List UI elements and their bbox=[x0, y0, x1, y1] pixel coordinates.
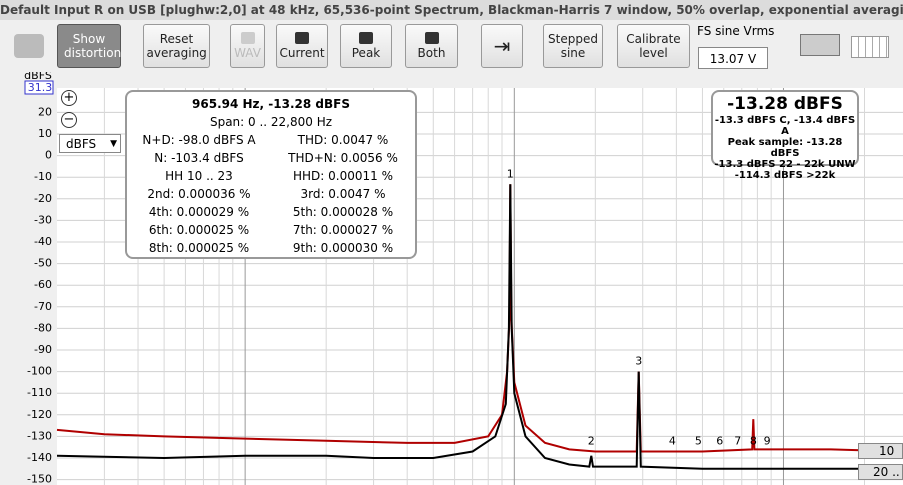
icon bbox=[359, 32, 373, 44]
harmonic-label: 3 bbox=[635, 355, 642, 368]
level-line: -114.3 dBFS >22k bbox=[734, 170, 836, 181]
ylim-label: 31.3 bbox=[28, 81, 53, 94]
harmonic-label: 6 bbox=[716, 435, 723, 448]
y-tick-label: 20 bbox=[38, 105, 52, 118]
y-tick-label: -70 bbox=[34, 300, 52, 313]
label: Stepped sine bbox=[548, 32, 598, 60]
side-button[interactable]: 20 .. bbox=[858, 464, 903, 480]
label: Reset averaging bbox=[146, 32, 207, 60]
icon bbox=[240, 32, 255, 44]
side-button[interactable]: 10 .. bbox=[858, 443, 903, 472]
info-cell: THD+N: 0.0056 % bbox=[288, 151, 398, 165]
y-tick-label: -30 bbox=[34, 213, 52, 226]
harmonic-label: 4 bbox=[669, 435, 676, 448]
wav-button: WAV bbox=[230, 24, 265, 68]
reset-averaging-button[interactable]: Reset averaging bbox=[143, 24, 210, 68]
camera-icon[interactable] bbox=[14, 34, 44, 58]
level-line: -13.3 dBFS 22 - 22k UNW bbox=[714, 159, 856, 170]
info-cell: HH 10 .. 23 bbox=[165, 169, 233, 183]
level-line: Peak sample: -13.28 dBFS bbox=[727, 137, 843, 159]
zoom-in[interactable]: + bbox=[61, 90, 77, 106]
harmonic-label: 1 bbox=[507, 167, 514, 180]
y-tick-label: -60 bbox=[34, 278, 52, 291]
layout-icon[interactable] bbox=[851, 36, 889, 58]
label: dBFS bbox=[66, 137, 97, 151]
y-tick-label: -10 bbox=[34, 170, 52, 183]
icon bbox=[295, 32, 309, 44]
level-lines: -13.3 dBFS C, -13.4 dBFS A Peak sample: -… bbox=[713, 115, 857, 181]
info-row: HH 10 .. 23 HHD: 0.00011 % bbox=[127, 169, 415, 187]
y-axis-label: dBFS bbox=[24, 72, 52, 82]
info-rows: N+D: -98.0 dBFS A THD: 0.0047 % N: -103.4 … bbox=[127, 133, 415, 259]
unit-select[interactable]: dBFS ▼ bbox=[59, 134, 121, 153]
y-tick-label: -90 bbox=[34, 343, 52, 356]
info-cell: 6th: 0.000025 % bbox=[148, 223, 250, 237]
y-tick-label: -50 bbox=[34, 257, 52, 270]
y-tick-label: -130 bbox=[27, 429, 52, 442]
info-cell: 9th: 0.000030 % bbox=[292, 241, 394, 255]
zoom-out[interactable]: − bbox=[61, 112, 77, 128]
label: Show distortion bbox=[64, 32, 122, 60]
trace bbox=[56, 184, 903, 453]
info-cell: N: -103.4 dBFS bbox=[154, 151, 244, 165]
y-tick-label: -100 bbox=[27, 365, 52, 378]
calibrate-level-button[interactable]: Calibrate level bbox=[617, 24, 690, 68]
info-header: 965.94 Hz, -13.28 dBFS bbox=[192, 97, 350, 111]
y-tick-label: -140 bbox=[27, 451, 52, 464]
label: Both bbox=[417, 46, 446, 60]
y-tick-label: -80 bbox=[34, 321, 52, 334]
level-main: -13.28 dBFS bbox=[727, 94, 843, 114]
trace bbox=[56, 184, 903, 470]
current-button[interactable]: Current bbox=[276, 24, 328, 68]
info-row: 8th: 0.000025 % 9th: 0.000030 % bbox=[127, 241, 415, 259]
level-line: -13.3 dBFS C, -13.4 dBFS A bbox=[714, 115, 856, 137]
import-button[interactable]: ⇥ bbox=[481, 24, 523, 68]
info-row: N: -103.4 dBFS THD+N: 0.0056 % bbox=[127, 151, 415, 169]
fs-input[interactable]: 13.07 V bbox=[698, 47, 768, 69]
ylim-box[interactable] bbox=[24, 80, 54, 95]
y-tick-label: -40 bbox=[34, 235, 52, 248]
label: WAV bbox=[234, 46, 261, 60]
info-row: 6th: 0.000025 % 7th: 0.000027 % bbox=[127, 223, 415, 241]
harmonic-label: 9 bbox=[764, 435, 771, 448]
info-cell: N+D: -98.0 dBFS A bbox=[142, 133, 256, 147]
layout-icon[interactable] bbox=[800, 34, 840, 56]
harmonic-label: 7 bbox=[734, 435, 741, 448]
level-panel: -13.28 dBFS -13.3 dBFS C, -13.4 dBFS A Pe… bbox=[711, 90, 859, 181]
y-tick-label: -150 bbox=[27, 473, 52, 485]
peak-button[interactable]: Peak bbox=[340, 24, 392, 68]
y-tick-label: 10 bbox=[38, 127, 52, 140]
info-cell: HHD: 0.00011 % bbox=[293, 169, 393, 183]
harmonic-label: 5 bbox=[695, 435, 702, 448]
stepped-sine-button[interactable]: Stepped sine bbox=[543, 24, 603, 68]
info-cell: 8th: 0.000025 % bbox=[148, 241, 250, 255]
harmonic-label: 2 bbox=[588, 435, 595, 448]
info-row: N+D: -98.0 dBFS A THD: 0.0047 % bbox=[127, 133, 415, 151]
info-row: 2nd: 0.000036 % 3rd: 0.0047 % bbox=[127, 187, 415, 205]
info-cell: 2nd: 0.000036 % bbox=[147, 187, 251, 201]
harmonic-label: 8 bbox=[750, 435, 757, 448]
y-tick-label: -120 bbox=[27, 408, 52, 421]
window-title: Default Input R on USB [plughw:2,0] at 4… bbox=[0, 0, 903, 20]
label: Peak bbox=[351, 46, 381, 60]
info-row: 4th: 0.000029 % 5th: 0.000028 % bbox=[127, 205, 415, 223]
both-button[interactable]: Both bbox=[405, 24, 458, 68]
info-cell: THD: 0.0047 % bbox=[297, 133, 389, 147]
info-cell: 3rd: 0.0047 % bbox=[300, 187, 386, 201]
y-tick-label: 0 bbox=[45, 149, 52, 162]
y-tick-label: -110 bbox=[27, 386, 52, 399]
show-distortion-button[interactable]: Show distortion bbox=[57, 24, 121, 68]
info-cell: 7th: 0.000027 % bbox=[292, 223, 394, 237]
fs-label: FS sine Vrms bbox=[697, 24, 775, 38]
icon bbox=[424, 32, 439, 44]
label: Calibrate level bbox=[626, 32, 681, 60]
info-span: Span: 0 .. 22,800 Hz bbox=[209, 115, 333, 129]
info-cell: 5th: 0.000028 % bbox=[292, 205, 394, 219]
info-panel: 965.94 Hz, -13.28 dBFS Span: 0 .. 22,800… bbox=[125, 90, 417, 259]
y-tick-label: -20 bbox=[34, 192, 52, 205]
label: Current bbox=[279, 46, 325, 60]
info-cell: 4th: 0.000029 % bbox=[148, 205, 250, 219]
